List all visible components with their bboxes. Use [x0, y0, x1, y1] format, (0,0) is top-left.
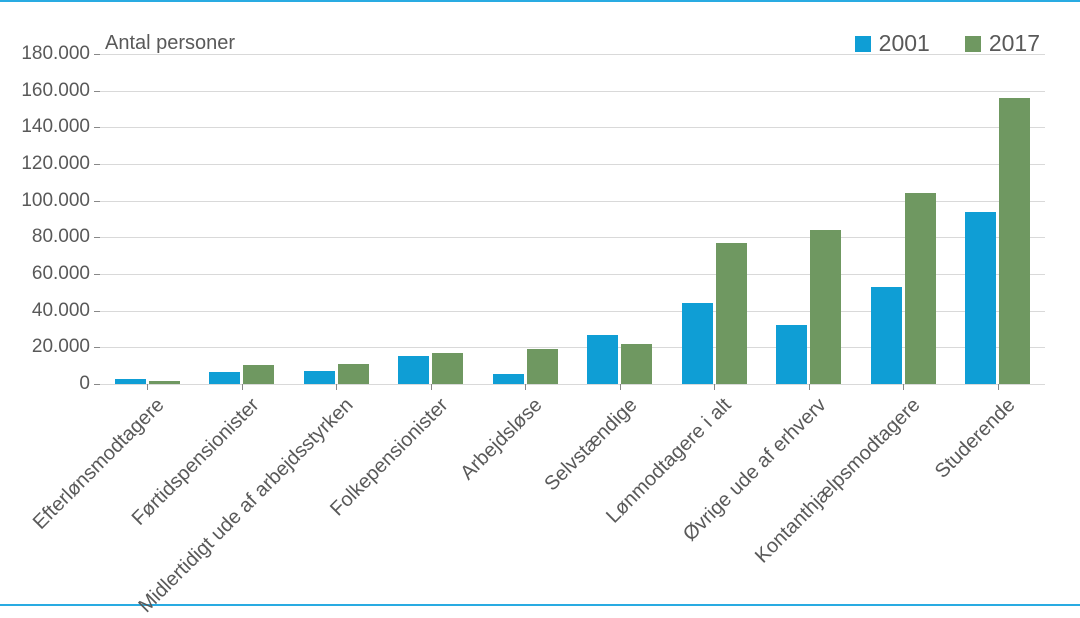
legend-swatch-2017	[965, 36, 981, 52]
bar	[338, 364, 369, 384]
x-tick-mark	[998, 384, 999, 390]
x-tick-label: Selvstændige	[540, 394, 642, 496]
x-tick-mark	[431, 384, 432, 390]
y-tick-label: 40.000	[32, 300, 100, 322]
x-tick-mark	[714, 384, 715, 390]
bar	[716, 243, 747, 384]
legend-item-2017: 2017	[965, 30, 1040, 57]
bar	[776, 325, 807, 384]
bar	[999, 98, 1030, 384]
y-tick-label: 60.000	[32, 263, 100, 285]
y-tick-label: 80.000	[32, 226, 100, 248]
x-tick-mark	[147, 384, 148, 390]
bar	[871, 287, 902, 384]
y-axis-title: Antal personer	[105, 32, 235, 55]
bar	[810, 230, 841, 384]
x-tick-mark	[809, 384, 810, 390]
bar	[527, 349, 558, 384]
bars-layer	[100, 54, 1045, 384]
x-tick-mark	[903, 384, 904, 390]
y-tick-mark	[94, 384, 100, 385]
x-tick-mark	[336, 384, 337, 390]
bar	[621, 344, 652, 384]
x-tick-label: Arbejdsløse	[457, 394, 548, 485]
x-tick-label: Studerende	[931, 394, 1020, 483]
x-axis-labels: EfterlønsmodtagereFørtidspensionisterMid…	[100, 394, 1045, 594]
bar	[682, 303, 713, 384]
bar	[304, 371, 335, 384]
y-tick-label: 140.000	[21, 116, 100, 138]
y-tick-label: 100.000	[21, 190, 100, 212]
bar-chart: Antal personer 2001 2017 020.00040.00060…	[0, 0, 1080, 606]
legend-label-2001: 2001	[879, 30, 930, 57]
y-tick-label: 160.000	[21, 80, 100, 102]
bar	[149, 381, 180, 384]
bar	[905, 193, 936, 384]
x-tick-mark	[620, 384, 621, 390]
y-tick-label: 120.000	[21, 153, 100, 175]
x-tick-mark	[525, 384, 526, 390]
x-tick-mark	[242, 384, 243, 390]
y-tick-label: 180.000	[21, 43, 100, 65]
bar	[209, 372, 240, 384]
legend-label-2017: 2017	[989, 30, 1040, 57]
plot-area: 020.00040.00060.00080.000100.000120.0001…	[100, 54, 1045, 384]
legend-item-2001: 2001	[855, 30, 930, 57]
bar	[493, 374, 524, 384]
bar	[587, 335, 618, 385]
legend-swatch-2001	[855, 36, 871, 52]
y-tick-label: 20.000	[32, 336, 100, 358]
bar	[398, 356, 429, 384]
bar	[965, 212, 996, 384]
x-tick-label: Kontanthjælpsmodtagere	[751, 394, 925, 568]
legend: 2001 2017	[855, 30, 1040, 57]
bar	[432, 353, 463, 384]
bar	[115, 379, 146, 385]
bar	[243, 365, 274, 384]
